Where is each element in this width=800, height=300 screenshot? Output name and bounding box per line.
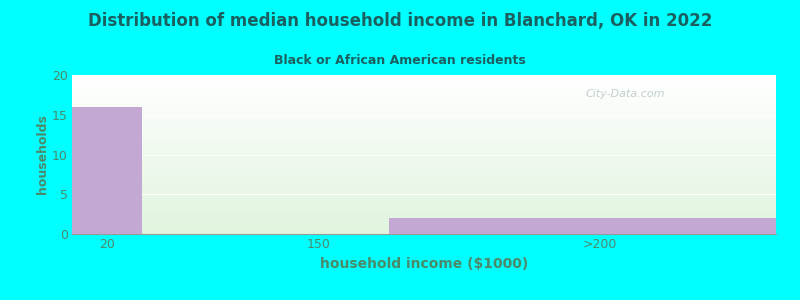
Text: Black or African American residents: Black or African American residents (274, 54, 526, 67)
X-axis label: household income ($1000): household income ($1000) (320, 257, 528, 271)
Text: Distribution of median household income in Blanchard, OK in 2022: Distribution of median household income … (88, 12, 712, 30)
Y-axis label: households: households (36, 115, 49, 194)
Text: City-Data.com: City-Data.com (586, 89, 666, 99)
Bar (389, 218, 776, 234)
Bar (72, 107, 142, 234)
